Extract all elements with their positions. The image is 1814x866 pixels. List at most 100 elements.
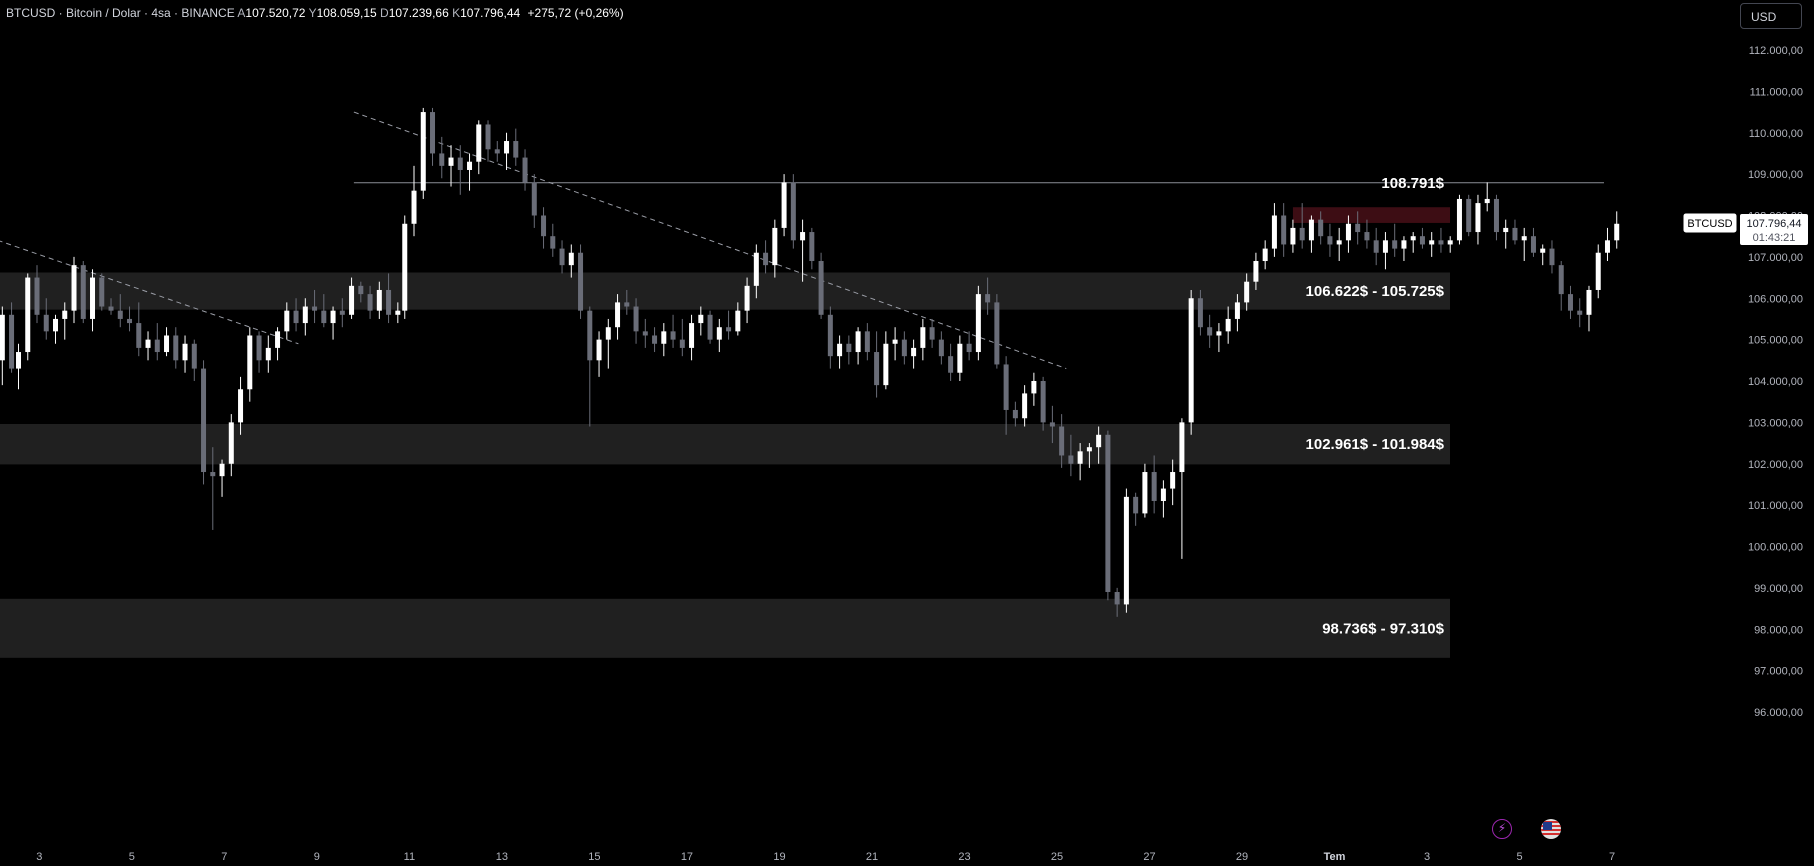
y-tick-label: 96.000,00	[1754, 707, 1803, 719]
candle-body	[145, 339, 151, 348]
lightning-bolt-icon[interactable]: ⚡	[1492, 819, 1512, 839]
candle	[1271, 203, 1277, 257]
candle	[71, 256, 77, 324]
x-tick-label: 3	[1424, 851, 1430, 863]
resistance-label: 108.791$	[1381, 175, 1444, 192]
trendline-2[interactable]	[353, 111, 1067, 370]
candle-body	[1410, 236, 1416, 241]
candle	[716, 318, 722, 353]
candle	[9, 302, 15, 373]
candle	[615, 294, 621, 340]
candle	[302, 298, 308, 336]
candle-body	[1031, 381, 1037, 394]
candle	[402, 215, 408, 319]
candle-body	[164, 335, 170, 353]
candle	[1059, 414, 1065, 468]
candle-body	[790, 182, 796, 241]
y-tick-label: 99.000,00	[1754, 583, 1803, 595]
x-tick-label: 5	[1517, 851, 1523, 863]
candle	[1549, 240, 1555, 274]
candle-body	[43, 314, 49, 332]
candle-body	[559, 248, 565, 266]
candle-body	[1503, 227, 1509, 233]
candle	[1040, 376, 1046, 431]
candle	[827, 306, 833, 369]
candle-body	[652, 335, 658, 344]
candle-body	[689, 323, 695, 348]
currency-button[interactable]: USD	[1740, 3, 1802, 29]
candle	[1170, 459, 1176, 506]
y-tick-label: 104.000,00	[1748, 376, 1803, 388]
candle	[818, 252, 824, 319]
symbol-info[interactable]: BTCUSD · Bitcoin / Dolar · 4sa · BINANCE	[6, 6, 235, 20]
candle	[911, 339, 917, 369]
candle-body	[1521, 236, 1527, 241]
candle-body	[358, 285, 364, 295]
candle-body	[1049, 422, 1055, 427]
x-tick-label: 29	[1236, 851, 1248, 863]
high-label: Y	[308, 6, 317, 20]
candle	[800, 219, 806, 282]
resistance-red-zone[interactable]	[1292, 207, 1450, 223]
candle	[210, 447, 216, 530]
x-tick-label: 19	[773, 851, 785, 863]
x-tick-label: Tem	[1324, 851, 1346, 863]
candle	[62, 302, 68, 340]
x-tick-label: 7	[1609, 851, 1615, 863]
candle-body	[1142, 472, 1148, 514]
x-tick-label: 21	[866, 851, 878, 863]
countdown-text: 01:43:21	[1753, 232, 1796, 244]
y-tick-label: 97.000,00	[1754, 666, 1803, 678]
x-tick-label: 5	[129, 851, 135, 863]
candle-body	[1170, 472, 1176, 489]
candle	[228, 414, 234, 477]
candle-body	[302, 306, 308, 324]
zone-label-3: 98.736$ - 97.310$	[1322, 620, 1444, 637]
candle-body	[1179, 422, 1185, 473]
candle-body	[1262, 248, 1268, 262]
candle-body	[1484, 198, 1490, 204]
candle	[494, 141, 500, 162]
candle	[349, 277, 355, 319]
candle-body	[219, 463, 225, 477]
candle	[883, 331, 889, 390]
candle	[707, 310, 713, 344]
close-value: 107.796,44	[460, 6, 521, 20]
candle-body	[90, 277, 96, 319]
x-tick-label: 25	[1051, 851, 1063, 863]
candle	[25, 273, 31, 361]
y-tick-label: 111.000,00	[1750, 86, 1803, 98]
candle-body	[191, 343, 197, 369]
candle-body	[642, 331, 648, 336]
candle-body	[920, 327, 926, 348]
support-zone-1[interactable]	[0, 272, 1450, 310]
candle	[726, 310, 732, 340]
candle-body	[1567, 294, 1573, 311]
candle-body	[1364, 232, 1370, 241]
candle-body	[402, 223, 408, 311]
support-zone-2[interactable]	[0, 423, 1450, 465]
candle	[1604, 227, 1610, 262]
trendline-1[interactable]	[0, 240, 299, 345]
candle	[679, 318, 685, 357]
candle	[957, 335, 963, 381]
candle-body	[420, 112, 426, 191]
candle	[1197, 289, 1203, 336]
candle	[1401, 236, 1407, 262]
x-tick-label: 11	[404, 851, 415, 863]
candle-body	[1493, 198, 1499, 233]
support-zone-3[interactable]	[0, 598, 1450, 658]
candle	[1049, 405, 1055, 444]
candle	[448, 145, 454, 187]
us-flag-icon[interactable]	[1541, 819, 1561, 839]
candle	[386, 273, 392, 324]
candle	[191, 339, 197, 381]
candle	[439, 136, 445, 179]
candle-body	[1345, 223, 1351, 241]
candle	[1133, 492, 1139, 526]
candle	[1188, 289, 1194, 435]
candle-body	[312, 306, 318, 311]
candle	[1244, 273, 1250, 311]
candle-body	[587, 310, 593, 361]
